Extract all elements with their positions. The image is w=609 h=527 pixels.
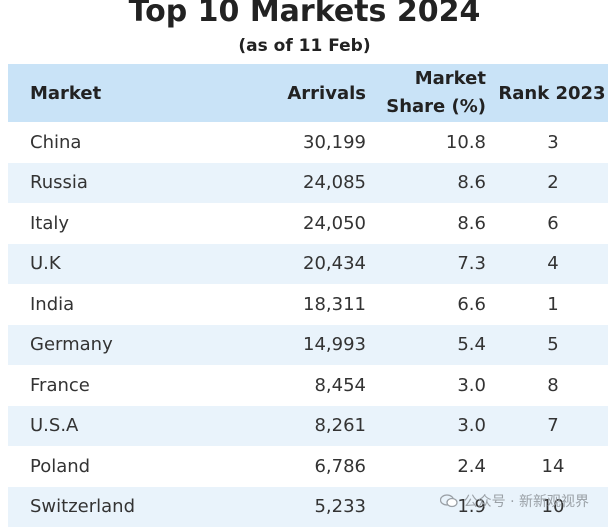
- cell-arrivals: 6,786: [314, 446, 366, 487]
- table-row: France 8,454 3.0 8: [8, 365, 608, 406]
- cell-market-share: 3.0: [457, 365, 486, 406]
- cell-market: Russia: [30, 163, 88, 204]
- header-market: Market: [30, 64, 101, 122]
- page-subtitle: (as of 11 Feb): [0, 34, 609, 58]
- wechat-icon: [440, 494, 458, 508]
- table-row: U.S.A 8,261 3.0 7: [8, 406, 608, 447]
- table-body: China 30,199 10.8 3 Russia 24,085 8.6 2 Italy 24,…: [8, 122, 608, 527]
- cell-market-share: 6.6: [457, 284, 486, 325]
- cell-arrivals: 5,233: [314, 487, 366, 527]
- cell-rank: 14: [498, 446, 608, 487]
- cell-rank: 7: [498, 406, 608, 447]
- cell-arrivals: 30,199: [303, 122, 366, 163]
- table-row: India 18,311 6.6 1: [8, 284, 608, 325]
- cell-rank: 8: [498, 365, 608, 406]
- cell-rank: 5: [498, 325, 608, 366]
- watermark-text: 公众号 · 新新观视界: [464, 491, 589, 511]
- cell-market-share: 8.6: [457, 203, 486, 244]
- table-header: Market Arrivals Market Share (%) Rank 20…: [8, 64, 608, 122]
- cell-rank: 1: [498, 284, 608, 325]
- cell-market-share: 10.8: [446, 122, 486, 163]
- cell-market: Switzerland: [30, 487, 135, 527]
- cell-market: France: [30, 365, 90, 406]
- cell-market-share: 7.3: [457, 244, 486, 285]
- header-arrivals: Arrivals: [287, 64, 366, 122]
- cell-rank: 4: [498, 244, 608, 285]
- header-market-share: Market Share (%): [386, 64, 486, 122]
- cell-market: Italy: [30, 203, 69, 244]
- cell-arrivals: 24,085: [303, 163, 366, 204]
- watermark: 公众号 · 新新观视界: [440, 491, 589, 511]
- table-row: Italy 24,050 8.6 6: [8, 203, 608, 244]
- cell-market-share: 5.4: [457, 325, 486, 366]
- cell-market: Germany: [30, 325, 113, 366]
- header-share-line1: Market: [415, 65, 486, 93]
- table-row: Russia 24,085 8.6 2: [8, 163, 608, 204]
- cell-arrivals: 14,993: [303, 325, 366, 366]
- table-row: U.K 20,434 7.3 4: [8, 244, 608, 285]
- cell-market-share: 8.6: [457, 163, 486, 204]
- cell-market: India: [30, 284, 74, 325]
- markets-table: Market Arrivals Market Share (%) Rank 20…: [8, 64, 608, 527]
- cell-market: China: [30, 122, 81, 163]
- cell-arrivals: 18,311: [303, 284, 366, 325]
- cell-market-share: 3.0: [457, 406, 486, 447]
- cell-arrivals: 8,454: [314, 365, 366, 406]
- cell-arrivals: 8,261: [314, 406, 366, 447]
- table-row: China 30,199 10.8 3: [8, 122, 608, 163]
- header-rank: Rank 2023: [496, 64, 608, 122]
- cell-arrivals: 20,434: [303, 244, 366, 285]
- cell-market-share: 2.4: [457, 446, 486, 487]
- cell-rank: 2: [498, 163, 608, 204]
- cell-market: U.S.A: [30, 406, 78, 447]
- cell-market: Poland: [30, 446, 90, 487]
- cell-rank: 3: [498, 122, 608, 163]
- header-share-line2: Share (%): [386, 93, 486, 121]
- table-row: Poland 6,786 2.4 14: [8, 446, 608, 487]
- page-title: Top 10 Markets 2024: [0, 0, 609, 34]
- cell-rank: 6: [498, 203, 608, 244]
- cell-arrivals: 24,050: [303, 203, 366, 244]
- table-row: Germany 14,993 5.4 5: [8, 325, 608, 366]
- cell-market: U.K: [30, 244, 61, 285]
